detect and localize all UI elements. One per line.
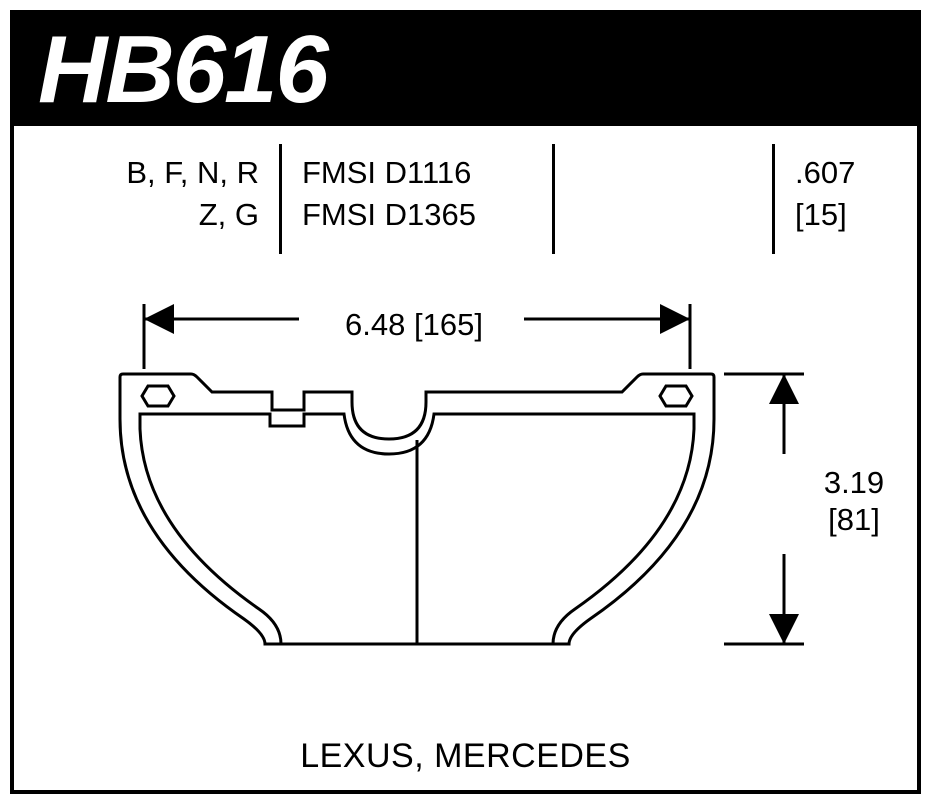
fmsi-column: FMSI D1116 FMSI D1365: [279, 144, 555, 254]
empty-column: [555, 144, 775, 254]
fmsi-line1: FMSI D1116: [302, 152, 528, 194]
part-number: HB616: [38, 15, 327, 125]
compounds-column: B, F, N, R Z, G: [14, 144, 279, 254]
thickness-column: .607 [15]: [775, 144, 917, 254]
compounds-line2: Z, G: [38, 194, 259, 236]
compounds-line1: B, F, N, R: [38, 152, 259, 194]
outer-frame: HB616 B, F, N, R Z, G FMSI D1116 FMSI D1…: [10, 10, 921, 794]
applications-label: LEXUS, MERCEDES: [14, 737, 917, 776]
spec-row: B, F, N, R Z, G FMSI D1116 FMSI D1365 .6…: [14, 144, 917, 254]
brake-pad-outline: [14, 274, 925, 754]
fmsi-line2: FMSI D1365: [302, 194, 528, 236]
diagram-area: 6.48 [165] 3.19 [81]: [14, 274, 917, 754]
header-bar: HB616: [14, 14, 917, 126]
thickness-value: .607 [15]: [795, 152, 893, 236]
